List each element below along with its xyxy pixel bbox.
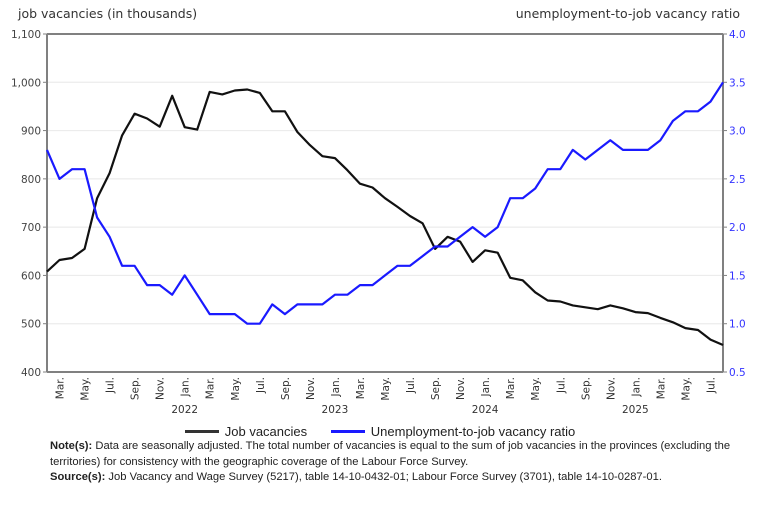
left-tick-label: 1,100 — [11, 29, 41, 41]
source-label: Source(s): — [50, 471, 106, 483]
x-tick-label: May. — [380, 377, 392, 401]
left-tick-label: 600 — [21, 270, 41, 282]
x-axis-ticks: Mar. May. Jul. Sep. Nov. Jan. Mar. May. Jul. Sep.… — [55, 377, 718, 416]
x-year-label: 2025 — [622, 404, 649, 416]
note: Note(s): Data are seasonally adjusted. T… — [50, 439, 750, 470]
source: Source(s): Job Vacancy and Wage Survey (… — [50, 470, 750, 486]
left-tick-label: 700 — [21, 222, 41, 234]
x-tick-label: May. — [80, 377, 92, 401]
right-axis-ticks: 0.5 1.0 1.5 2.0 2.5 3.0 3.5 4.0 — [723, 29, 746, 379]
x-tick-label: Nov. — [155, 377, 167, 400]
right-tick-label: 4.0 — [729, 29, 746, 41]
x-tick-label: Sep. — [280, 377, 292, 400]
x-tick-label: May. — [530, 377, 542, 401]
right-tick-label: 3.0 — [729, 126, 746, 138]
x-tick-label: Mar. — [505, 377, 517, 399]
x-year-label: 2023 — [322, 404, 349, 416]
x-tick-label: Sep. — [430, 377, 442, 400]
right-tick-label: 0.5 — [729, 367, 746, 379]
right-axis-title: unemployment-to-job vacancy ratio — [515, 6, 740, 21]
x-year-label: 2022 — [171, 404, 198, 416]
right-tick-label: 1.0 — [729, 319, 746, 331]
x-tick-label: Jul. — [255, 377, 267, 394]
legend-label: Job vacancies — [224, 424, 308, 439]
right-tick-label: 1.5 — [729, 270, 746, 282]
legend-swatch-job-vacancies — [184, 430, 219, 433]
x-tick-label: May. — [680, 377, 692, 401]
left-tick-label: 900 — [21, 126, 41, 138]
x-tick-label: Sep. — [130, 377, 142, 400]
gridlines — [47, 81, 723, 325]
left-axis-title: job vacancies (in thousands) — [18, 6, 198, 21]
series-line-ratio — [45, 81, 724, 325]
left-tick-label: 800 — [21, 174, 41, 186]
right-tick-label: 2.0 — [729, 222, 746, 234]
x-year-label: 2024 — [472, 404, 499, 416]
series-line-job-vacancies — [46, 88, 724, 347]
right-tick-label: 2.5 — [729, 174, 746, 186]
x-tick-label: Nov. — [605, 377, 617, 400]
left-tick-label: 400 — [21, 367, 41, 379]
left-tick-label: 500 — [21, 319, 41, 331]
legend-label: Unemployment-to-job vacancy ratio — [370, 424, 576, 439]
x-tick-label: Nov. — [455, 377, 467, 400]
legend: Job vacancies Unemployment-to-job vacanc… — [0, 421, 760, 439]
legend-swatch-ratio — [330, 430, 365, 433]
footnotes: Note(s): Data are seasonally adjusted. T… — [50, 439, 750, 486]
x-tick-label: Jul. — [405, 377, 417, 394]
left-axis-ticks: 400 500 600 700 800 900 1,000 1,100 — [11, 29, 47, 379]
note-label: Note(s): — [50, 440, 93, 452]
x-tick-label: Jul. — [105, 377, 117, 394]
x-tick-label: Jan. — [630, 377, 642, 398]
right-tick-label: 3.5 — [729, 77, 746, 89]
x-tick-label: Jan. — [180, 377, 192, 398]
x-tick-label: Jan. — [480, 377, 492, 398]
legend-item-job-vacancies[interactable]: Job vacancies — [184, 424, 308, 439]
x-tick-label: Jul. — [555, 377, 567, 394]
chart-area: 400 500 600 700 800 900 1,000 1,100 0.5 1.0 1.5 2.… — [11, 29, 746, 416]
x-tick-label: Mar. — [355, 377, 367, 399]
series-lines — [45, 81, 724, 347]
x-tick-label: Mar. — [205, 377, 217, 399]
legend-item-ratio[interactable]: Unemployment-to-job vacancy ratio — [330, 424, 576, 439]
x-tick-label: Mar. — [655, 377, 667, 399]
x-tick-label: Jul. — [705, 377, 717, 394]
x-tick-label: Sep. — [580, 377, 592, 400]
x-tick-label: May. — [230, 377, 242, 401]
x-tick-label: Nov. — [305, 377, 317, 400]
source-text: Job Vacancy and Wage Survey (5217), tabl… — [105, 471, 662, 483]
note-text: Data are seasonally adjusted. The total … — [50, 440, 731, 468]
axes — [46, 33, 724, 373]
left-tick-label: 1,000 — [11, 77, 41, 89]
x-tick-label: Mar. — [55, 377, 67, 399]
x-tick-label: Jan. — [330, 377, 342, 398]
